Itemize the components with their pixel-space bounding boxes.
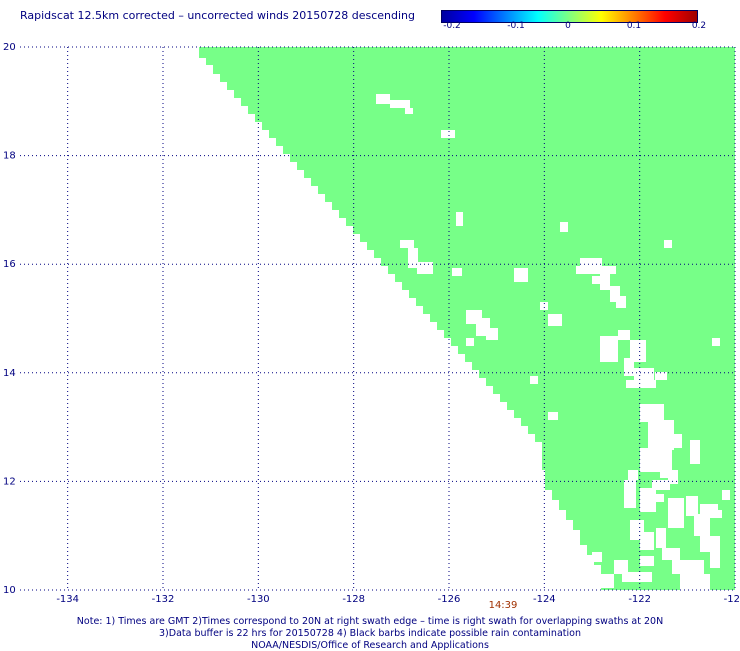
no-data-cell xyxy=(600,266,610,290)
longitude-labels: -134 -132 -130 -128 -126 -124 -122 -120 xyxy=(56,594,740,605)
no-data-cell xyxy=(624,480,636,508)
latitude-label: 16 xyxy=(3,259,16,270)
no-data-cell xyxy=(626,380,656,388)
no-data-cell xyxy=(662,548,680,560)
no-data-cell xyxy=(466,338,474,346)
no-data-cell xyxy=(690,560,704,574)
no-data-cell xyxy=(694,514,710,536)
no-data-cell xyxy=(722,490,730,500)
no-data-cell xyxy=(680,574,710,590)
no-data-cell xyxy=(640,448,660,472)
no-data-cell xyxy=(540,302,548,310)
no-data-cell xyxy=(530,376,538,384)
no-data-cell xyxy=(656,528,666,548)
no-data-cell xyxy=(514,268,528,282)
no-data-cell xyxy=(668,498,684,528)
no-data-cell xyxy=(400,240,414,248)
latitude-label: 14 xyxy=(3,368,16,379)
colorbar-label-neg: -0.1 xyxy=(507,21,525,31)
no-data-cell xyxy=(592,276,600,284)
no-data-cell xyxy=(600,574,614,588)
no-data-cell xyxy=(592,552,602,562)
longitude-label: -130 xyxy=(247,594,270,605)
no-data-cell xyxy=(624,358,634,376)
no-data-cell xyxy=(655,372,667,380)
note-line-2: 3)Data buffer is 22 hrs for 20150728 4) … xyxy=(159,628,581,639)
swath-time-label: 14:39 xyxy=(489,600,518,611)
no-data-cell xyxy=(640,556,654,566)
no-data-cell xyxy=(672,434,682,448)
longitude-label: -132 xyxy=(152,594,175,605)
no-data-cell xyxy=(408,248,418,268)
no-data-cell xyxy=(560,222,568,232)
color-scale-bar xyxy=(441,10,698,23)
longitude-label: -128 xyxy=(342,594,365,605)
note-line-1: Note: 1) Times are GMT 2)Times correspon… xyxy=(76,616,664,627)
latitude-label: 10 xyxy=(3,585,16,596)
no-data-cell xyxy=(656,494,664,502)
no-data-cell xyxy=(630,340,646,362)
no-data-cell xyxy=(614,560,628,574)
map-grid xyxy=(20,46,736,591)
no-data-cell xyxy=(672,560,692,574)
no-data-cell xyxy=(664,240,672,248)
no-data-cell xyxy=(648,420,674,450)
no-data-cell xyxy=(486,328,498,340)
no-data-cell xyxy=(376,94,390,104)
no-data-cell xyxy=(548,412,558,420)
no-data-cell xyxy=(600,336,618,362)
no-data-cell xyxy=(690,440,700,464)
no-data-cell xyxy=(640,532,654,550)
no-data-cell xyxy=(548,314,562,326)
no-data-cell xyxy=(700,536,720,552)
no-data-cell xyxy=(628,470,638,480)
colorbar-label-pos: 0.1 xyxy=(626,21,642,31)
latitude-label: 20 xyxy=(3,42,16,53)
no-data-cell xyxy=(390,100,410,108)
no-data-cell xyxy=(610,286,620,302)
longitude-label: -126 xyxy=(438,594,461,605)
no-data-cell xyxy=(634,368,654,380)
no-data-cell xyxy=(417,262,433,274)
no-data-cell xyxy=(441,130,455,138)
no-data-cell xyxy=(712,338,720,346)
no-data-cell xyxy=(640,488,656,512)
longitude-label: -124 xyxy=(533,594,556,605)
colorbar-label-max: 0.2 xyxy=(691,21,707,31)
longitude-label: -122 xyxy=(628,594,651,605)
no-data-cell xyxy=(616,296,626,308)
no-data-cells xyxy=(376,94,730,590)
longitude-label: -134 xyxy=(56,594,79,605)
no-data-cell xyxy=(622,572,652,582)
colorbar-label-min: -0.2 xyxy=(443,21,461,31)
colorbar-label-zero: 0 xyxy=(565,21,571,31)
no-data-cell xyxy=(580,258,602,268)
latitude-label: 12 xyxy=(3,476,16,487)
no-data-cell xyxy=(452,268,462,276)
no-data-cell xyxy=(405,108,413,114)
latitude-labels: 10 12 14 16 18 20 xyxy=(3,42,16,596)
no-data-cell xyxy=(640,404,664,422)
chart-title: Rapidscat 12.5km corrected – uncorrected… xyxy=(20,9,416,22)
no-data-cell xyxy=(652,480,670,490)
latitude-label: 18 xyxy=(3,151,16,162)
no-data-cell xyxy=(618,330,630,340)
no-data-cell xyxy=(668,470,678,484)
longitude-label: -120 xyxy=(724,594,740,605)
no-data-cell xyxy=(576,266,616,274)
no-data-cell xyxy=(710,552,720,568)
no-data-cell xyxy=(712,510,722,518)
note-line-3: NOAA/NESDIS/Office of Research and Appli… xyxy=(251,640,489,651)
no-data-cell xyxy=(456,212,463,226)
no-data-cell xyxy=(686,496,698,516)
